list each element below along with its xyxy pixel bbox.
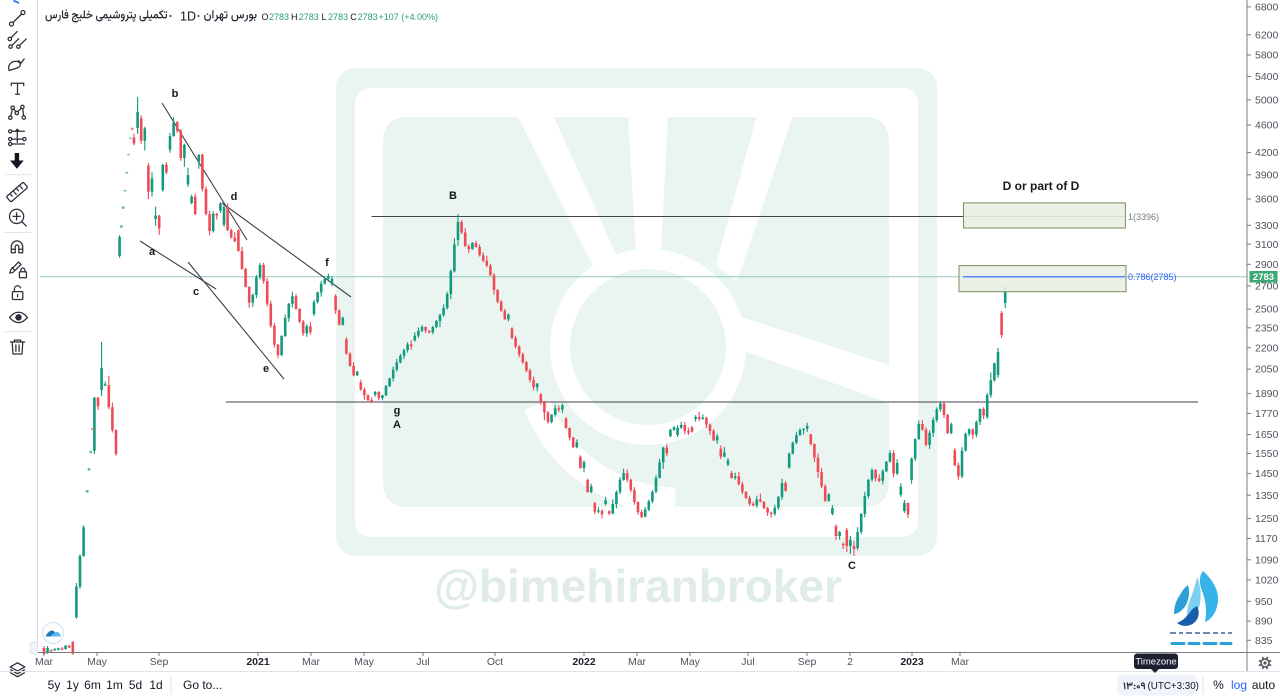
svg-text:1250: 1250 — [1255, 513, 1279, 525]
svg-text:2900: 2900 — [1255, 259, 1279, 271]
svg-text:6800: 6800 — [1255, 2, 1279, 14]
svg-text:b: b — [172, 88, 179, 100]
svg-text:log: log — [1231, 678, 1247, 692]
svg-text:4200: 4200 — [1255, 147, 1279, 159]
svg-text:835: 835 — [1255, 635, 1273, 647]
svg-text:+107 (+4.00%): +107 (+4.00%) — [379, 12, 439, 22]
svg-text:3600: 3600 — [1255, 194, 1279, 206]
svg-text:@bimehiranbroker: @bimehiranbroker — [434, 560, 842, 612]
svg-text:4600: 4600 — [1255, 120, 1279, 132]
svg-text:3100: 3100 — [1255, 239, 1279, 251]
svg-text:f: f — [325, 257, 329, 269]
svg-text:1650: 1650 — [1255, 429, 1279, 441]
svg-text:1090: 1090 — [1255, 554, 1279, 566]
svg-text:auto: auto — [1252, 678, 1276, 692]
svg-text:5000: 5000 — [1255, 94, 1279, 106]
svg-text:Jul: Jul — [416, 656, 429, 668]
svg-text:1450: 1450 — [1255, 468, 1279, 480]
svg-text:(UTC+3:30): (UTC+3:30) — [1148, 681, 1199, 692]
svg-text:2: 2 — [847, 656, 853, 668]
svg-text:5800: 5800 — [1255, 50, 1279, 62]
svg-text:3900: 3900 — [1255, 169, 1279, 181]
svg-text:Sep: Sep — [150, 656, 169, 668]
svg-text:2783: 2783 — [1253, 272, 1274, 283]
svg-text:D or part of D: D or part of D — [1003, 179, 1080, 193]
svg-text:6m: 6m — [84, 678, 101, 692]
svg-text:Timezone: Timezone — [1135, 657, 1176, 668]
svg-text:2023: 2023 — [900, 656, 924, 668]
svg-text:e: e — [263, 363, 269, 375]
svg-text:c: c — [193, 286, 199, 298]
svg-text:5d: 5d — [129, 678, 142, 692]
svg-text:%: % — [1213, 678, 1224, 692]
svg-text:Mar: Mar — [628, 656, 647, 668]
svg-text:0.786(2785): 0.786(2785) — [1128, 272, 1177, 282]
svg-text:Sep: Sep — [798, 656, 817, 668]
svg-text:1550: 1550 — [1255, 448, 1279, 460]
svg-text:C: C — [848, 560, 856, 572]
svg-text:Go to...: Go to... — [183, 678, 222, 692]
svg-text:1y: 1y — [66, 678, 79, 692]
svg-text:2350: 2350 — [1255, 322, 1279, 334]
svg-text:May: May — [354, 656, 375, 668]
svg-text:H: H — [291, 12, 298, 22]
svg-text:Mar: Mar — [951, 656, 970, 668]
svg-text:Oct: Oct — [487, 656, 503, 668]
svg-text:Mar: Mar — [35, 656, 54, 668]
svg-text:2021: 2021 — [246, 656, 270, 668]
svg-text:L: L — [322, 12, 327, 22]
svg-text:May: May — [680, 656, 701, 668]
svg-text:2783: 2783 — [299, 12, 319, 22]
svg-text:2783: 2783 — [328, 12, 348, 22]
svg-text:1020: 1020 — [1255, 575, 1279, 587]
svg-text:5y: 5y — [48, 678, 61, 692]
svg-text:A: A — [393, 419, 401, 431]
svg-text:2050: 2050 — [1255, 364, 1279, 376]
svg-text:2700: 2700 — [1255, 281, 1279, 293]
svg-text:B: B — [449, 190, 457, 202]
svg-text:Jul: Jul — [741, 656, 754, 668]
svg-text:950: 950 — [1255, 596, 1273, 608]
svg-text:2200: 2200 — [1255, 342, 1279, 354]
svg-text:a: a — [149, 246, 156, 258]
svg-text:1350: 1350 — [1255, 490, 1279, 502]
svg-text:2783: 2783 — [269, 12, 289, 22]
svg-text:890: 890 — [1255, 616, 1273, 628]
svg-text:O: O — [262, 12, 269, 22]
svg-text:C: C — [350, 12, 357, 22]
svg-text:2500: 2500 — [1255, 304, 1279, 316]
svg-text:d: d — [231, 191, 238, 203]
svg-text:Mar: Mar — [302, 656, 321, 668]
svg-text:6200: 6200 — [1255, 29, 1279, 41]
svg-text:1m: 1m — [106, 678, 123, 692]
svg-text:3300: 3300 — [1255, 220, 1279, 232]
svg-text:1D: 1D — [180, 9, 196, 23]
svg-text:1170: 1170 — [1255, 533, 1278, 545]
svg-text:g: g — [394, 405, 401, 417]
svg-text:5400: 5400 — [1255, 71, 1279, 83]
svg-text:2783: 2783 — [358, 12, 378, 22]
svg-text:May: May — [87, 656, 108, 668]
svg-text:1770: 1770 — [1255, 408, 1279, 420]
svg-text:1(3396): 1(3396) — [1128, 212, 1159, 222]
svg-text:2022: 2022 — [572, 656, 596, 668]
svg-text:1d: 1d — [149, 678, 162, 692]
svg-text:1890: 1890 — [1255, 388, 1279, 400]
